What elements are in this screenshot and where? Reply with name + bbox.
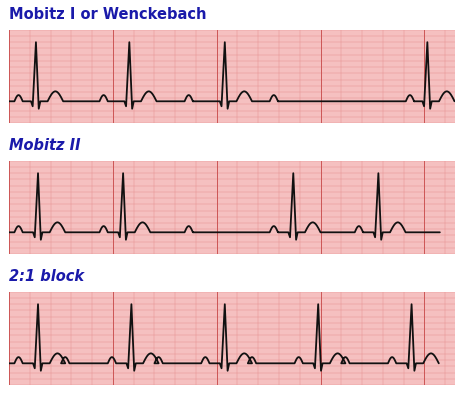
Text: 2:1 block: 2:1 block xyxy=(9,269,84,284)
Text: Mobitz II: Mobitz II xyxy=(9,138,81,153)
Text: Mobitz I or Wenckebach: Mobitz I or Wenckebach xyxy=(9,7,206,22)
